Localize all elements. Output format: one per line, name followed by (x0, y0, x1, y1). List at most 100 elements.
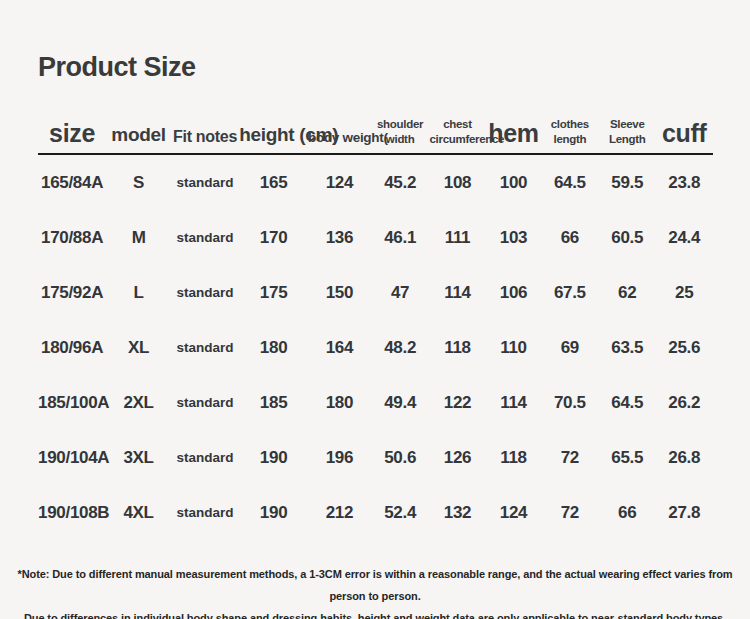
table-row: 175/92ALstandard1751504711410667.56225 (38, 265, 713, 320)
cell-height: 180 (239, 338, 308, 358)
table-row: 170/88AMstandard17013646.11111036660.524… (38, 210, 713, 265)
cell-cuff: 26.2 (656, 393, 712, 413)
table-body: 165/84ASstandard16512445.210810064.559.5… (38, 155, 713, 540)
cell-size: 165/84A (38, 173, 106, 193)
product-size-page: Product Size sizemodelFit notesheight (c… (0, 0, 750, 619)
cell-shoulder-width: 47 (371, 283, 430, 303)
cell-height: 185 (239, 393, 308, 413)
column-header-clothes-length: clothes length (542, 117, 599, 146)
cell-model: 3XL (106, 448, 171, 468)
table-row: 190/108B4XLstandard19021252.413212472662… (38, 485, 713, 540)
cell-clothes-length: 70.5 (542, 393, 599, 413)
cell-fit-notes: standard (171, 450, 239, 465)
cell-chest-circumference: 122 (429, 393, 485, 413)
cell-chest-circumference: 132 (429, 503, 485, 523)
cell-fit-notes: standard (171, 505, 239, 520)
cell-cuff: 24.4 (656, 228, 712, 248)
cell-size: 190/104A (38, 448, 106, 468)
cell-fit-notes: standard (171, 395, 239, 410)
cell-model: S (106, 173, 171, 193)
cell-height: 170 (239, 228, 308, 248)
cell-height: 190 (239, 448, 308, 468)
cell-size: 175/92A (38, 283, 106, 303)
cell-fit-notes: standard (171, 340, 239, 355)
cell-chest-circumference: 108 (429, 173, 485, 193)
cell-size: 190/108B (38, 503, 106, 523)
cell-model: 4XL (106, 503, 171, 523)
cell-hem: 106 (485, 283, 541, 303)
cell-sleeve-length: 64.5 (598, 393, 656, 413)
cell-sleeve-length: 59.5 (598, 173, 656, 193)
column-header-shoulder-width: shoulder width (371, 117, 430, 146)
size-chart-table: sizemodelFit notesheight (cm)body weight… (38, 98, 713, 540)
cell-model: L (106, 283, 171, 303)
cell-hem: 100 (485, 173, 541, 193)
cell-cuff: 23.8 (656, 173, 712, 193)
page-title: Product Size (38, 52, 196, 83)
cell-body-weight: 124 (308, 173, 371, 193)
table-row: 185/100A2XLstandard18518049.412211470.56… (38, 375, 713, 430)
table-row: 165/84ASstandard16512445.210810064.559.5… (38, 155, 713, 210)
note-line-1: *Note: Due to different manual measureme… (0, 563, 750, 607)
note-line-2: Due to differences in individual body sh… (0, 607, 750, 619)
cell-size: 180/96A (38, 338, 106, 358)
column-header-hem: hem (485, 121, 541, 146)
cell-chest-circumference: 118 (429, 338, 485, 358)
cell-body-weight: 150 (308, 283, 371, 303)
cell-clothes-length: 64.5 (542, 173, 599, 193)
cell-shoulder-width: 46.1 (371, 228, 430, 248)
column-header-chest-circumference: chest circumference (429, 117, 485, 146)
column-header-model: model (106, 125, 171, 146)
cell-height: 190 (239, 503, 308, 523)
cell-body-weight: 136 (308, 228, 371, 248)
cell-body-weight: 180 (308, 393, 371, 413)
table-row: 180/96AXLstandard18016448.21181106963.52… (38, 320, 713, 375)
column-header-cuff: cuff (656, 121, 712, 146)
cell-clothes-length: 72 (542, 503, 599, 523)
cell-model: M (106, 228, 171, 248)
column-header-fit-notes: Fit notes (171, 128, 239, 146)
cell-clothes-length: 66 (542, 228, 599, 248)
cell-sleeve-length: 63.5 (598, 338, 656, 358)
cell-model: XL (106, 338, 171, 358)
cell-size: 185/100A (38, 393, 106, 413)
cell-sleeve-length: 66 (598, 503, 656, 523)
column-header-sleeve-length: Sleeve Length (598, 117, 656, 146)
cell-cuff: 25.6 (656, 338, 712, 358)
cell-cuff: 27.8 (656, 503, 712, 523)
cell-cuff: 25 (656, 283, 712, 303)
cell-sleeve-length: 65.5 (598, 448, 656, 468)
table-row: 190/104A3XLstandard19019650.61261187265.… (38, 430, 713, 485)
cell-height: 175 (239, 283, 308, 303)
measurement-note: *Note: Due to different manual measureme… (0, 563, 750, 619)
cell-body-weight: 164 (308, 338, 371, 358)
column-header-size: size (38, 121, 106, 146)
cell-chest-circumference: 111 (429, 228, 485, 248)
cell-clothes-length: 69 (542, 338, 599, 358)
cell-chest-circumference: 126 (429, 448, 485, 468)
cell-hem: 110 (485, 338, 541, 358)
cell-fit-notes: standard (171, 230, 239, 245)
cell-shoulder-width: 49.4 (371, 393, 430, 413)
column-header-body-weight: body weight( (308, 131, 371, 146)
cell-hem: 118 (485, 448, 541, 468)
cell-hem: 114 (485, 393, 541, 413)
cell-shoulder-width: 52.4 (371, 503, 430, 523)
cell-sleeve-length: 60.5 (598, 228, 656, 248)
cell-model: 2XL (106, 393, 171, 413)
cell-shoulder-width: 50.6 (371, 448, 430, 468)
cell-clothes-length: 72 (542, 448, 599, 468)
cell-chest-circumference: 114 (429, 283, 485, 303)
cell-body-weight: 212 (308, 503, 371, 523)
cell-hem: 124 (485, 503, 541, 523)
table-header-row: sizemodelFit notesheight (cm)body weight… (38, 98, 713, 155)
cell-fit-notes: standard (171, 175, 239, 190)
cell-body-weight: 196 (308, 448, 371, 468)
cell-hem: 103 (485, 228, 541, 248)
cell-shoulder-width: 48.2 (371, 338, 430, 358)
cell-size: 170/88A (38, 228, 106, 248)
cell-sleeve-length: 62 (598, 283, 656, 303)
column-header-height: height (cm) (239, 125, 308, 146)
cell-height: 165 (239, 173, 308, 193)
cell-cuff: 26.8 (656, 448, 712, 468)
